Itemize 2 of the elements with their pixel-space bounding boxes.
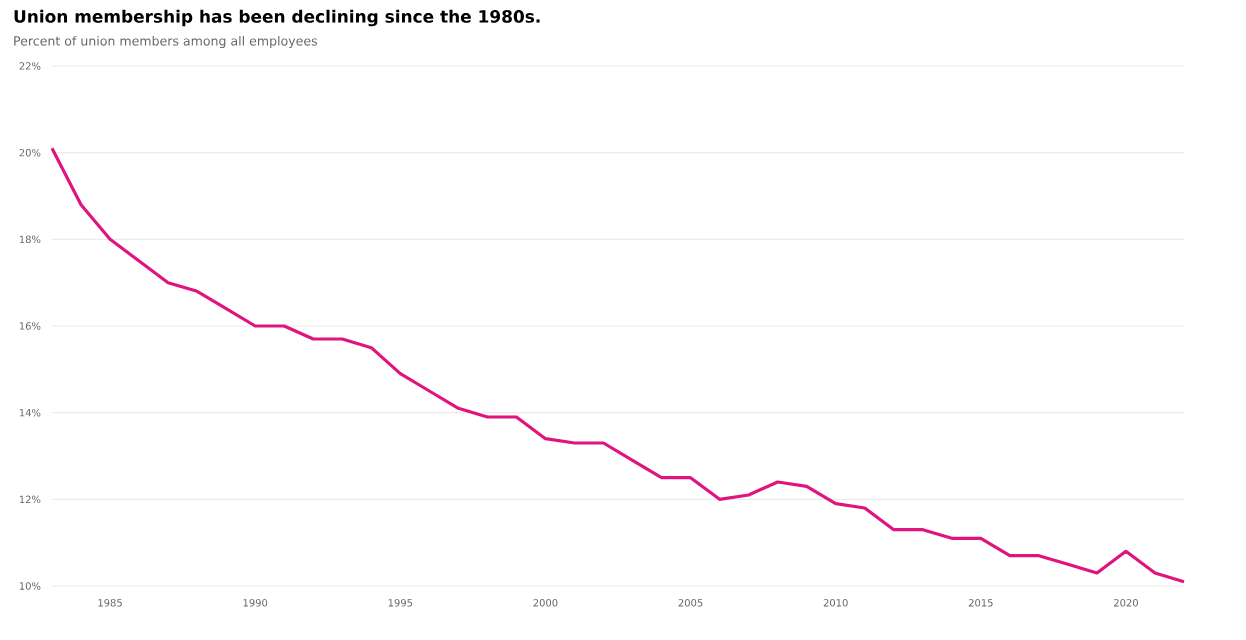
chart-title: Union membership has been declining since the 1980s. xyxy=(14,9,540,27)
line-series xyxy=(50,146,1186,584)
